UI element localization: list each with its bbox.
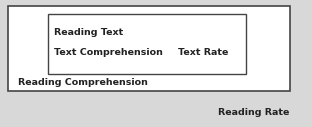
Text: Text Rate: Text Rate (178, 48, 228, 57)
Text: Reading Text: Reading Text (54, 28, 123, 37)
Text: Reading Rate: Reading Rate (218, 108, 289, 117)
Bar (48, 14, 246, 74)
Text: Text Comprehension: Text Comprehension (54, 48, 163, 57)
Text: Reading Comprehension: Reading Comprehension (18, 78, 148, 87)
Bar (8, 6, 290, 91)
